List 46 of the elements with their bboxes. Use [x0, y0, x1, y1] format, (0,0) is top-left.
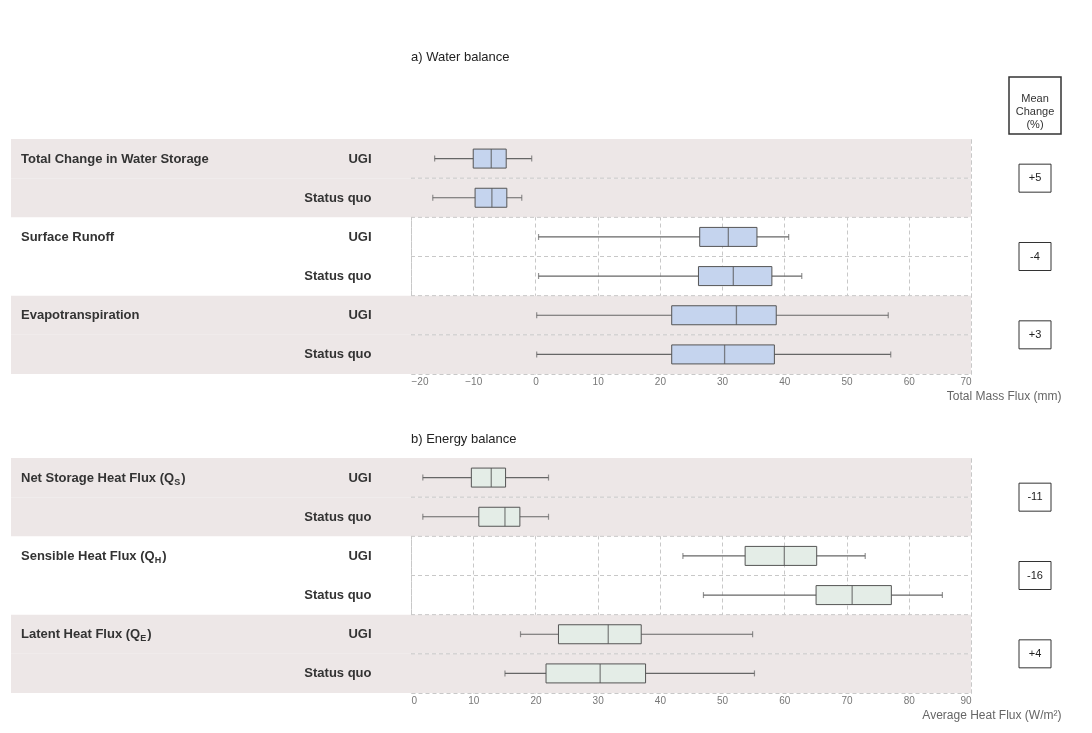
chart-title: b) Energy balance [411, 431, 517, 446]
x-tick-label: 40 [654, 694, 667, 706]
x-tick-label: 50 [717, 694, 729, 706]
text: Mean Change (%) [1015, 92, 1055, 130]
text: +4 [1028, 646, 1042, 659]
x-tick-label: 0 [411, 694, 418, 706]
x-tick-label: −20 [411, 375, 429, 387]
y-tick-label: Status quo [304, 346, 372, 362]
y-tick-label: Status quo [304, 508, 372, 524]
y-tick-label: UGI [348, 228, 372, 244]
text: Surface Runoff [21, 228, 115, 244]
x-tick-label: 0 [533, 375, 540, 387]
y-tick-label: UGI [348, 469, 372, 485]
x-tick-label: 70 [841, 694, 854, 706]
text: +3 [1028, 327, 1042, 340]
x-tick-label: 20 [530, 694, 542, 706]
y-tick-label: Status quo [304, 189, 372, 205]
y-tick-label: Status quo [304, 268, 372, 284]
y-tick-label: Status quo [304, 665, 372, 681]
text: -16 [1027, 568, 1043, 581]
x-tick-label: 90 [960, 694, 972, 706]
y-tick-label: Status quo [304, 587, 372, 603]
y-tick-label: UGI [348, 626, 372, 642]
x-tick-label: 10 [592, 375, 605, 387]
x-tick-label: 80 [903, 694, 916, 706]
x-tick-label: 50 [841, 375, 854, 387]
text: -4 [1030, 249, 1040, 262]
x-axis-title: Average Heat Flux (W/m²) [922, 707, 1062, 722]
x-tick-label: 20 [654, 375, 667, 387]
y-tick-label: UGI [348, 307, 372, 323]
text: +5 [1028, 171, 1042, 184]
y-tick-label: UGI [348, 150, 372, 166]
x-tick-label: 30 [717, 375, 729, 387]
x-tick-label: 40 [779, 375, 791, 387]
x-tick-label: 30 [592, 694, 605, 706]
text: -11 [1027, 490, 1043, 503]
x-tick-label: 60 [779, 694, 791, 706]
chart-title: a) Water balance [411, 49, 510, 65]
x-tick-label: 10 [468, 694, 480, 706]
x-axis-title: Total Mass Flux (mm) [946, 388, 1062, 403]
x-tick-label: −10 [465, 375, 483, 387]
text: Total Change in Water Storage [21, 150, 209, 166]
y-tick-label: UGI [348, 547, 372, 563]
text: Evapotranspiration [21, 307, 140, 323]
x-tick-label: 70 [960, 375, 972, 387]
x-tick-label: 60 [903, 375, 916, 387]
